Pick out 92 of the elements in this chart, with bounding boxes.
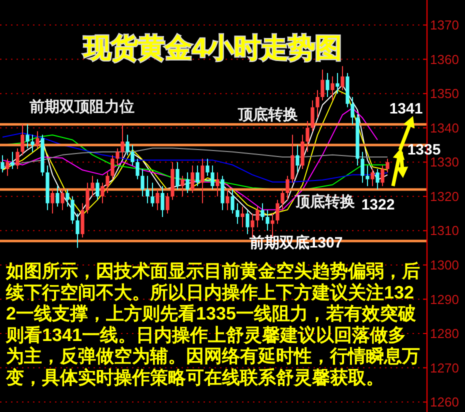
y-tick-label: 1300	[430, 258, 459, 273]
candlestick	[90, 175, 94, 197]
annotation: 前期双顶阻力位	[28, 98, 134, 116]
candlestick	[146, 175, 150, 204]
candlestick	[300, 134, 304, 170]
annotation: 顶底转换	[237, 105, 298, 124]
line-series	[2, 132, 388, 183]
candlestick	[20, 124, 24, 156]
candlestick	[156, 189, 160, 211]
candlestick	[100, 182, 104, 204]
candlestick	[10, 151, 14, 170]
candlestick	[26, 124, 30, 149]
candlestick	[70, 196, 74, 224]
candlestick	[186, 172, 190, 194]
y-tick-label: 1360	[430, 52, 459, 67]
candlestick	[276, 199, 280, 224]
candlestick	[206, 158, 210, 176]
candlestick	[126, 134, 130, 156]
candlestick	[370, 168, 374, 187]
candlestick	[96, 178, 100, 200]
candlestick	[336, 72, 340, 94]
candlestick	[36, 130, 40, 149]
candlestick	[190, 165, 194, 194]
y-tick-label: 1290	[430, 292, 459, 307]
candlestick	[80, 202, 84, 238]
candlestick	[120, 124, 124, 160]
candlestick	[216, 172, 220, 197]
candlestick	[130, 144, 134, 166]
candlestick	[176, 162, 180, 190]
candlestick	[226, 189, 230, 211]
candlestick	[210, 165, 214, 190]
candlestick	[290, 134, 294, 184]
candlestick	[236, 202, 240, 224]
candlestick	[150, 182, 154, 208]
y-tick-label: 1310	[430, 223, 459, 238]
candlestick	[360, 151, 364, 184]
text: 现货黄金4小时走势图	[82, 33, 342, 63]
candlestick	[60, 189, 64, 211]
candlestick	[266, 210, 270, 232]
y-tick-label: 1260	[430, 394, 459, 410]
candlestick	[106, 172, 110, 194]
candlestick	[340, 66, 344, 91]
candlestick	[376, 168, 380, 190]
candlestick	[56, 186, 60, 208]
candlestick	[256, 206, 260, 228]
candlestick	[320, 69, 324, 101]
y-tick-label: 1320	[430, 188, 459, 204]
y-tick-label: 1330	[430, 154, 459, 170]
candlestick	[76, 213, 80, 248]
candlestick	[366, 165, 370, 187]
candlestick	[230, 189, 234, 214]
candlestick	[196, 165, 200, 187]
candlestick	[0, 154, 4, 173]
candlestick	[330, 76, 334, 101]
candlestick	[260, 202, 264, 221]
candlestick	[110, 154, 114, 180]
candlestick	[386, 158, 390, 173]
candlestick	[246, 210, 250, 235]
candlestick	[326, 72, 330, 98]
candlestick	[86, 182, 90, 214]
candlestick	[296, 144, 300, 173]
candlestick	[240, 206, 244, 228]
candlestick	[166, 192, 170, 214]
candlestick	[310, 100, 314, 132]
ref-line-label: 1322	[361, 196, 395, 214]
ref-line-label: 1341	[389, 100, 423, 118]
annotation: 如图所示，因技术面显示目前黄金空头趋势偏弱，后续下行空间不大。所以日内操作上下方建议关注1322一线支撑，上方则先看1335一线阻力，若有效突破则看1341一线。日内操作上舒灵馨建议以回落做多为主，反弹做空为辅。因网络有延时性，行情瞬息万变，具体实时操作策略可在线联系舒灵馨获取。	[5, 261, 420, 388]
y-tick-label: 1280	[430, 326, 459, 342]
line-series	[2, 148, 388, 168]
candlestick	[350, 96, 354, 125]
y-tick-label: 1340	[430, 120, 459, 136]
candlestick	[306, 120, 310, 152]
candlestick	[200, 158, 204, 204]
candlestick	[180, 175, 184, 197]
candlestick	[316, 90, 320, 118]
candlestick	[30, 134, 34, 152]
candlestick	[16, 148, 20, 170]
annotation: 顶底转换	[294, 192, 355, 210]
candlestick	[220, 175, 224, 211]
y-tick-label: 1270	[430, 360, 459, 376]
candlestick	[66, 189, 70, 208]
candlestick	[380, 165, 384, 187]
y-tick-label: 1350	[430, 86, 459, 102]
candlestick	[286, 175, 290, 200]
candlestick	[6, 158, 10, 176]
y-tick-label: 1370	[430, 18, 459, 33]
candlestick	[140, 168, 144, 197]
candlestick	[116, 148, 120, 166]
candlestick	[136, 158, 140, 180]
candlestick	[50, 189, 54, 214]
candlestick	[280, 189, 284, 211]
candlestick	[160, 186, 164, 218]
